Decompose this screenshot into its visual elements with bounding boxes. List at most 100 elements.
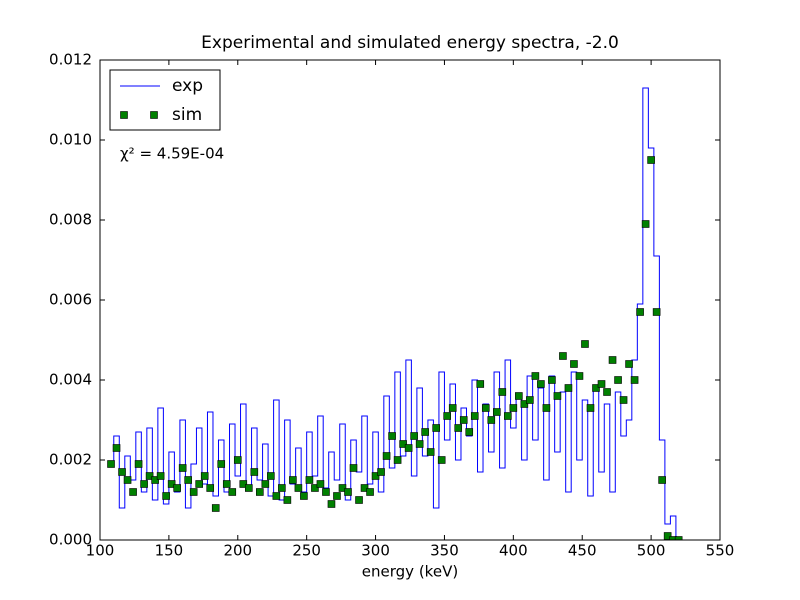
sim-marker bbox=[526, 396, 534, 404]
sim-marker bbox=[399, 440, 407, 448]
sim-marker bbox=[283, 496, 292, 504]
exp-line bbox=[108, 87, 682, 540]
sim-marker bbox=[377, 468, 385, 476]
legend-marker bbox=[120, 111, 128, 119]
sim-marker bbox=[630, 376, 639, 384]
x-tick-label: 350 bbox=[430, 542, 459, 560]
legend-label: exp bbox=[172, 76, 203, 96]
sim-marker bbox=[498, 388, 507, 396]
sim-marker bbox=[123, 476, 132, 484]
sim-marker bbox=[272, 492, 281, 500]
sim-marker bbox=[151, 476, 159, 484]
sim-marker bbox=[388, 432, 396, 440]
sim-marker bbox=[300, 492, 308, 500]
sim-marker bbox=[355, 496, 363, 504]
x-tick-label: 500 bbox=[637, 542, 666, 560]
sim-marker bbox=[112, 444, 121, 452]
sim-marker bbox=[189, 488, 198, 496]
sim-marker bbox=[233, 456, 242, 464]
y-tick-label: 0.012 bbox=[49, 51, 92, 69]
sim-marker bbox=[200, 472, 209, 480]
sim-marker bbox=[559, 352, 567, 360]
sim-marker bbox=[625, 360, 633, 368]
legend-marker bbox=[150, 111, 158, 119]
sim-marker bbox=[553, 392, 562, 400]
legend-box bbox=[109, 69, 221, 131]
sim-marker bbox=[481, 404, 490, 412]
sim-marker bbox=[267, 472, 275, 480]
sim-marker bbox=[217, 460, 226, 468]
sim-marker bbox=[537, 380, 545, 388]
y-tick-label: 0.008 bbox=[49, 211, 92, 229]
sim-marker bbox=[289, 476, 297, 484]
sim-marker bbox=[393, 456, 402, 464]
sim-marker bbox=[586, 404, 595, 412]
sim-marker bbox=[548, 376, 556, 384]
x-tick-label: 250 bbox=[292, 542, 321, 560]
sim-marker bbox=[437, 456, 446, 464]
sim-marker bbox=[476, 380, 485, 388]
x-tick-label: 450 bbox=[568, 542, 597, 560]
sim-marker bbox=[608, 356, 617, 364]
x-tick-label: 100 bbox=[86, 542, 115, 560]
x-tick-label: 150 bbox=[155, 542, 184, 560]
sim-marker bbox=[222, 480, 231, 488]
sim-marker bbox=[669, 536, 677, 540]
x-tick-label: 300 bbox=[361, 542, 390, 560]
sim-marker bbox=[366, 488, 374, 496]
sim-marker bbox=[322, 488, 330, 496]
sim-marker bbox=[305, 476, 314, 484]
sim-marker bbox=[145, 472, 154, 480]
sim-marker bbox=[592, 384, 600, 392]
sim-marker bbox=[338, 484, 347, 492]
sim-marker bbox=[173, 484, 181, 492]
sim-marker bbox=[344, 488, 352, 496]
sim-marker bbox=[636, 308, 644, 316]
sim-marker bbox=[504, 412, 512, 420]
sim-marker bbox=[465, 428, 474, 436]
sim-marker bbox=[134, 460, 143, 468]
sim-marker bbox=[360, 484, 369, 492]
y-tick-label: 0.010 bbox=[49, 131, 92, 149]
plot-area bbox=[107, 87, 683, 540]
legend-label: sim bbox=[172, 105, 202, 125]
sim-marker bbox=[250, 468, 259, 476]
sim-marker bbox=[140, 480, 148, 488]
sim-marker bbox=[349, 464, 358, 472]
sim-marker bbox=[211, 504, 220, 512]
sim-marker bbox=[404, 444, 413, 452]
sim-marker bbox=[294, 484, 303, 492]
sim-marker bbox=[641, 220, 650, 228]
sim-marker bbox=[459, 416, 468, 424]
sim-marker bbox=[206, 484, 215, 492]
sim-marker bbox=[487, 416, 496, 424]
annotation: χ² = 4.59E-04 bbox=[120, 145, 224, 163]
sim-marker bbox=[454, 424, 463, 432]
sim-marker bbox=[278, 484, 286, 492]
sim-marker bbox=[448, 404, 457, 412]
sim-marker bbox=[118, 468, 126, 476]
sim-marker bbox=[470, 412, 479, 420]
sim-marker bbox=[564, 384, 573, 392]
sim-marker bbox=[156, 472, 165, 480]
sim-marker bbox=[162, 492, 170, 500]
sim-marker bbox=[261, 480, 270, 488]
sim-marker bbox=[647, 156, 655, 164]
sim-marker bbox=[531, 372, 540, 380]
chart-title: Experimental and simulated energy spectr… bbox=[201, 33, 619, 53]
sim-marker bbox=[542, 404, 551, 412]
sim-marker bbox=[614, 376, 622, 384]
sim-marker bbox=[603, 388, 611, 396]
sim-marker bbox=[575, 372, 584, 380]
sim-marker bbox=[167, 480, 176, 488]
sim-marker bbox=[581, 340, 589, 348]
sim-marker bbox=[652, 308, 661, 316]
sim-marker bbox=[658, 476, 666, 484]
x-tick-label: 200 bbox=[223, 542, 252, 560]
sim-marker bbox=[333, 492, 341, 500]
x-tick-label: 400 bbox=[499, 542, 528, 560]
sim-marker bbox=[311, 484, 319, 492]
sim-marker bbox=[509, 404, 518, 412]
sim-marker bbox=[382, 452, 391, 460]
